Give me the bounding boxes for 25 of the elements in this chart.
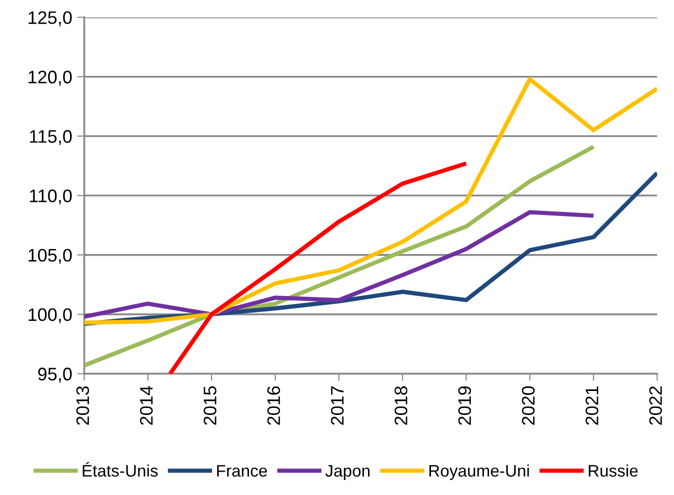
x-tick-label: 2019 [458, 386, 472, 425]
x-tick-label: 2020 [522, 386, 535, 425]
x-tick-label: 2018 [394, 386, 408, 425]
legend-label: France [217, 465, 267, 477]
y-tick-label: 110,0 [30, 189, 72, 204]
y-tick-label: 115,0 [30, 130, 72, 145]
x-tick-label: 2017 [330, 386, 344, 425]
x-tick-label: 2015 [204, 386, 216, 425]
legend-label: Royaume-Uni [429, 464, 529, 480]
x-tick-label: 2014 [140, 386, 153, 425]
line-series [168, 161, 468, 374]
x-tick-label: 2021 [586, 386, 598, 425]
y-tick-label: 95,0 [38, 368, 72, 383]
line-series [84, 144, 596, 368]
y-tick-label: 100,0 [28, 308, 72, 324]
x-tick-label: 2013 [76, 386, 90, 425]
y-tick-label: 120,0 [28, 70, 72, 86]
line-series [84, 210, 596, 319]
legend-label: États-Unis [82, 462, 158, 477]
legend-label: Russie [588, 464, 638, 477]
x-tick-label: 2022 [649, 386, 662, 425]
legend-label: Japon [325, 465, 370, 480]
x-tick-label: 2016 [267, 386, 280, 425]
y-tick-label: 125,0 [28, 11, 72, 26]
y-tick-label: 105,0 [28, 248, 72, 264]
